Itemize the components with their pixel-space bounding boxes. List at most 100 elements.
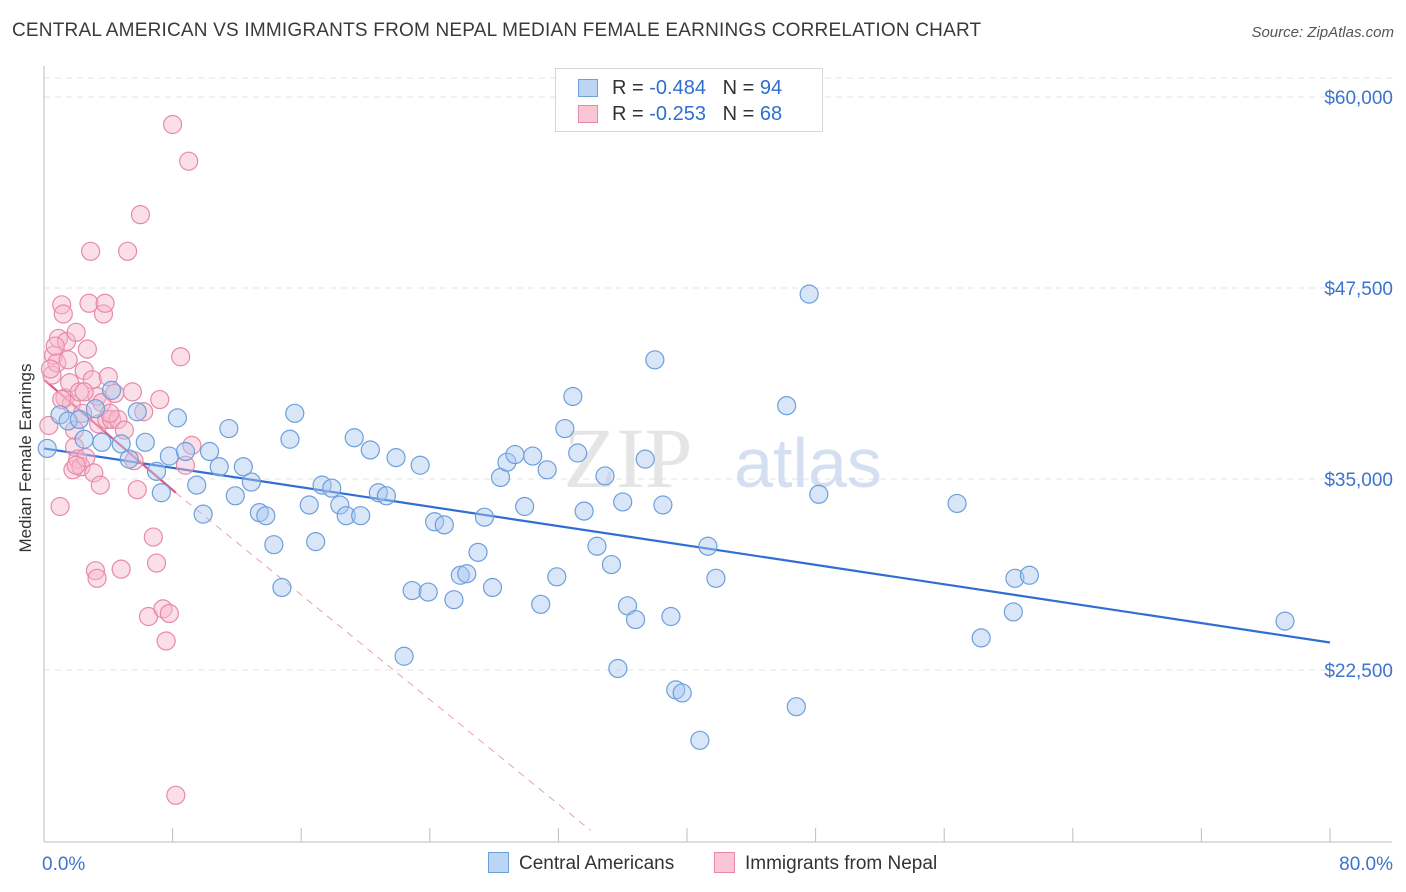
data-point-central-american [563,386,583,407]
data-point-central-american [474,507,495,527]
data-point-central-american [537,460,557,480]
data-point-nepal [53,304,73,324]
data-point-central-american [37,438,57,459]
data-point-central-american [574,501,594,521]
watermark: ZIP atlas [564,410,882,506]
data-point-central-american [256,506,276,526]
data-point-central-american [777,396,797,416]
data-point-central-american [457,564,477,584]
data-point-central-american [690,730,710,750]
data-point-nepal [146,553,167,573]
data-point-central-american [209,457,229,477]
y-tick-label: $47,500 [1324,279,1393,300]
data-point-nepal [100,403,120,423]
data-point-nepal [159,603,179,624]
bottom-legend-swatch-blue [488,852,509,873]
source-label: Source: ZipAtlas.com [1251,24,1394,41]
data-point-central-american [351,506,371,526]
legend-text: R = -0.253 N = 68 [612,103,782,126]
data-point-nepal [66,322,86,342]
data-point-nepal [171,347,191,367]
data-point-central-american [241,472,261,492]
data-point-nepal [74,382,94,402]
data-point-central-american [175,441,196,462]
data-point-central-american [344,428,364,448]
data-point-central-american [547,567,567,587]
data-point-central-american [601,554,622,575]
tick-labels: $22,500 $35,000 $47,500 $60,000 0.0% 80.0% [42,88,1393,875]
data-point-central-american [505,444,525,465]
data-point-central-american [706,568,726,588]
data-point-central-american [92,432,112,452]
data-point-nepal [87,568,107,588]
data-point-central-american [947,493,967,514]
data-point-central-american [497,452,517,472]
data-point-nepal [117,241,138,261]
data-point-central-american [386,448,406,468]
data-point-central-american [468,542,488,562]
data-point-central-american [531,594,551,614]
data-point-central-american [482,577,503,598]
data-point-central-american [187,475,207,495]
data-point-central-american [402,580,422,601]
data-point-nepal [127,480,147,500]
data-point-central-american [193,504,213,524]
data-point-central-american [69,409,89,430]
data-point-central-american [625,609,646,630]
y-tick-label: $35,000 [1324,470,1393,491]
data-point-nepal [85,561,106,581]
x-tick-label: 0.0% [42,854,85,875]
data-point-central-american [418,582,438,602]
data-point-nepal [122,382,143,402]
data-point-central-american [264,535,284,555]
correlation-legend: R = -0.484 N = 94 R = -0.253 N = 68 [555,68,823,132]
data-point-central-american [280,429,300,449]
data-point-central-american [645,350,665,370]
data-point-central-american [85,399,106,419]
axes [43,66,1392,843]
legend-n-value: 68 [759,103,783,125]
chart-title: CENTRAL AMERICAN VS IMMIGRANTS FROM NEPA… [12,20,982,41]
data-point-central-american [1003,602,1023,622]
legend-n-value: 94 [759,77,783,99]
bottom-legend-label: Immigrants from Nepal [745,853,938,874]
y-tick-label: $60,000 [1324,88,1393,109]
data-point-nepal [143,527,163,547]
data-point-nepal [150,389,170,410]
data-point-central-american [151,483,171,503]
legend-n-label: N = [722,77,760,99]
y-tick-label: $22,500 [1324,661,1393,682]
data-point-nepal [95,293,115,313]
legend-text: R = -0.484 N = 94 [612,77,782,100]
data-point-central-american [127,402,147,422]
data-point-nepal [58,350,78,370]
data-point-central-american [135,432,155,452]
data-point-central-american [410,455,430,475]
data-point-central-american [376,486,396,506]
data-point-central-american [661,606,681,627]
trend-lines [43,378,1331,831]
data-point-nepal [179,151,199,171]
data-point-nepal [175,455,196,475]
watermark-atlas: atlas [734,424,882,502]
data-point-central-american [613,492,633,512]
data-point-central-american [587,536,607,556]
data-point-central-american [515,496,535,517]
trend-line-nepal [43,378,177,494]
data-point-central-american [809,484,829,504]
data-point-central-american [394,646,414,666]
data-point-central-american [635,449,655,469]
data-point-nepal [163,114,183,135]
bottom-legend-nepal: Immigrants from Nepal [714,852,937,875]
data-point-central-american [306,532,326,552]
legend-swatch-blue [578,79,598,97]
data-point-central-american [786,697,806,717]
data-point-nepal [111,559,131,579]
data-point-nepal [156,631,176,651]
data-points [37,114,1295,805]
bottom-legend-label: Central Americans [519,853,675,874]
data-point-nepal [52,389,72,410]
data-point-central-american [219,418,239,439]
data-point-central-american [568,443,588,463]
data-point-central-american [672,683,692,703]
